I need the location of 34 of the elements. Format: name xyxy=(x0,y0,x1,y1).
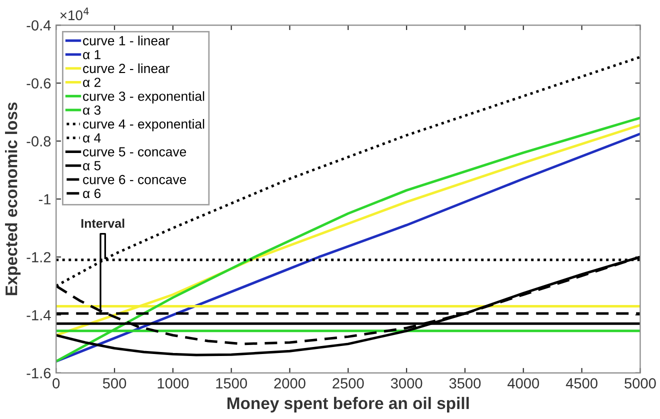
legend-label: curve 4 - exponential xyxy=(83,118,204,132)
x-tick-label: 5000 xyxy=(624,378,656,388)
y-tick-label: -0.4 xyxy=(26,20,51,31)
x-axis-title: Money spent before an oil spill xyxy=(228,396,469,412)
legend-label: α 2 xyxy=(83,78,100,88)
x-tick-label: 4000 xyxy=(507,378,540,388)
annotation: Interval xyxy=(81,218,124,228)
x-tick-label: 2000 xyxy=(274,378,306,388)
x-tick-label: 2500 xyxy=(332,378,364,388)
y-axis-title: Expected economic loss xyxy=(5,102,21,296)
x-tick-label: 1500 xyxy=(216,378,247,388)
x-tick-label: 3500 xyxy=(449,378,481,388)
legend-label: curve 3 - exponential xyxy=(83,91,204,104)
legend-label: α 6 xyxy=(83,188,101,198)
x-tick-label: 4500 xyxy=(566,378,598,388)
y-tick-label: -0.6 xyxy=(26,78,51,89)
x-tick-label: 1000 xyxy=(158,378,189,388)
x-tick-label: 3000 xyxy=(390,378,422,388)
legend-label: α 4 xyxy=(83,133,101,143)
legend-label: α 3 xyxy=(83,105,101,115)
text: ×10$^{4}$ xyxy=(60,8,89,20)
y-tick-label: -1.2 xyxy=(26,252,51,262)
legend-label: curve 5 - concave xyxy=(83,147,186,156)
legend-label: α 5 xyxy=(83,161,101,170)
legend-label: curve 1 - linear xyxy=(83,36,170,46)
legend-label: α 1 xyxy=(83,50,100,60)
x-tick-label: 500 xyxy=(102,378,126,388)
y-tick-label: -1 xyxy=(38,194,51,204)
legend-label: curve 6 - concave xyxy=(83,174,186,184)
legend-label: curve 2 - linear xyxy=(83,63,170,74)
x-tick-label: 0 xyxy=(52,378,60,388)
y-tick-label: -1.4 xyxy=(26,310,51,320)
y-tick-label: -1.6 xyxy=(26,368,51,378)
y-tick-label: -0.8 xyxy=(26,136,51,146)
